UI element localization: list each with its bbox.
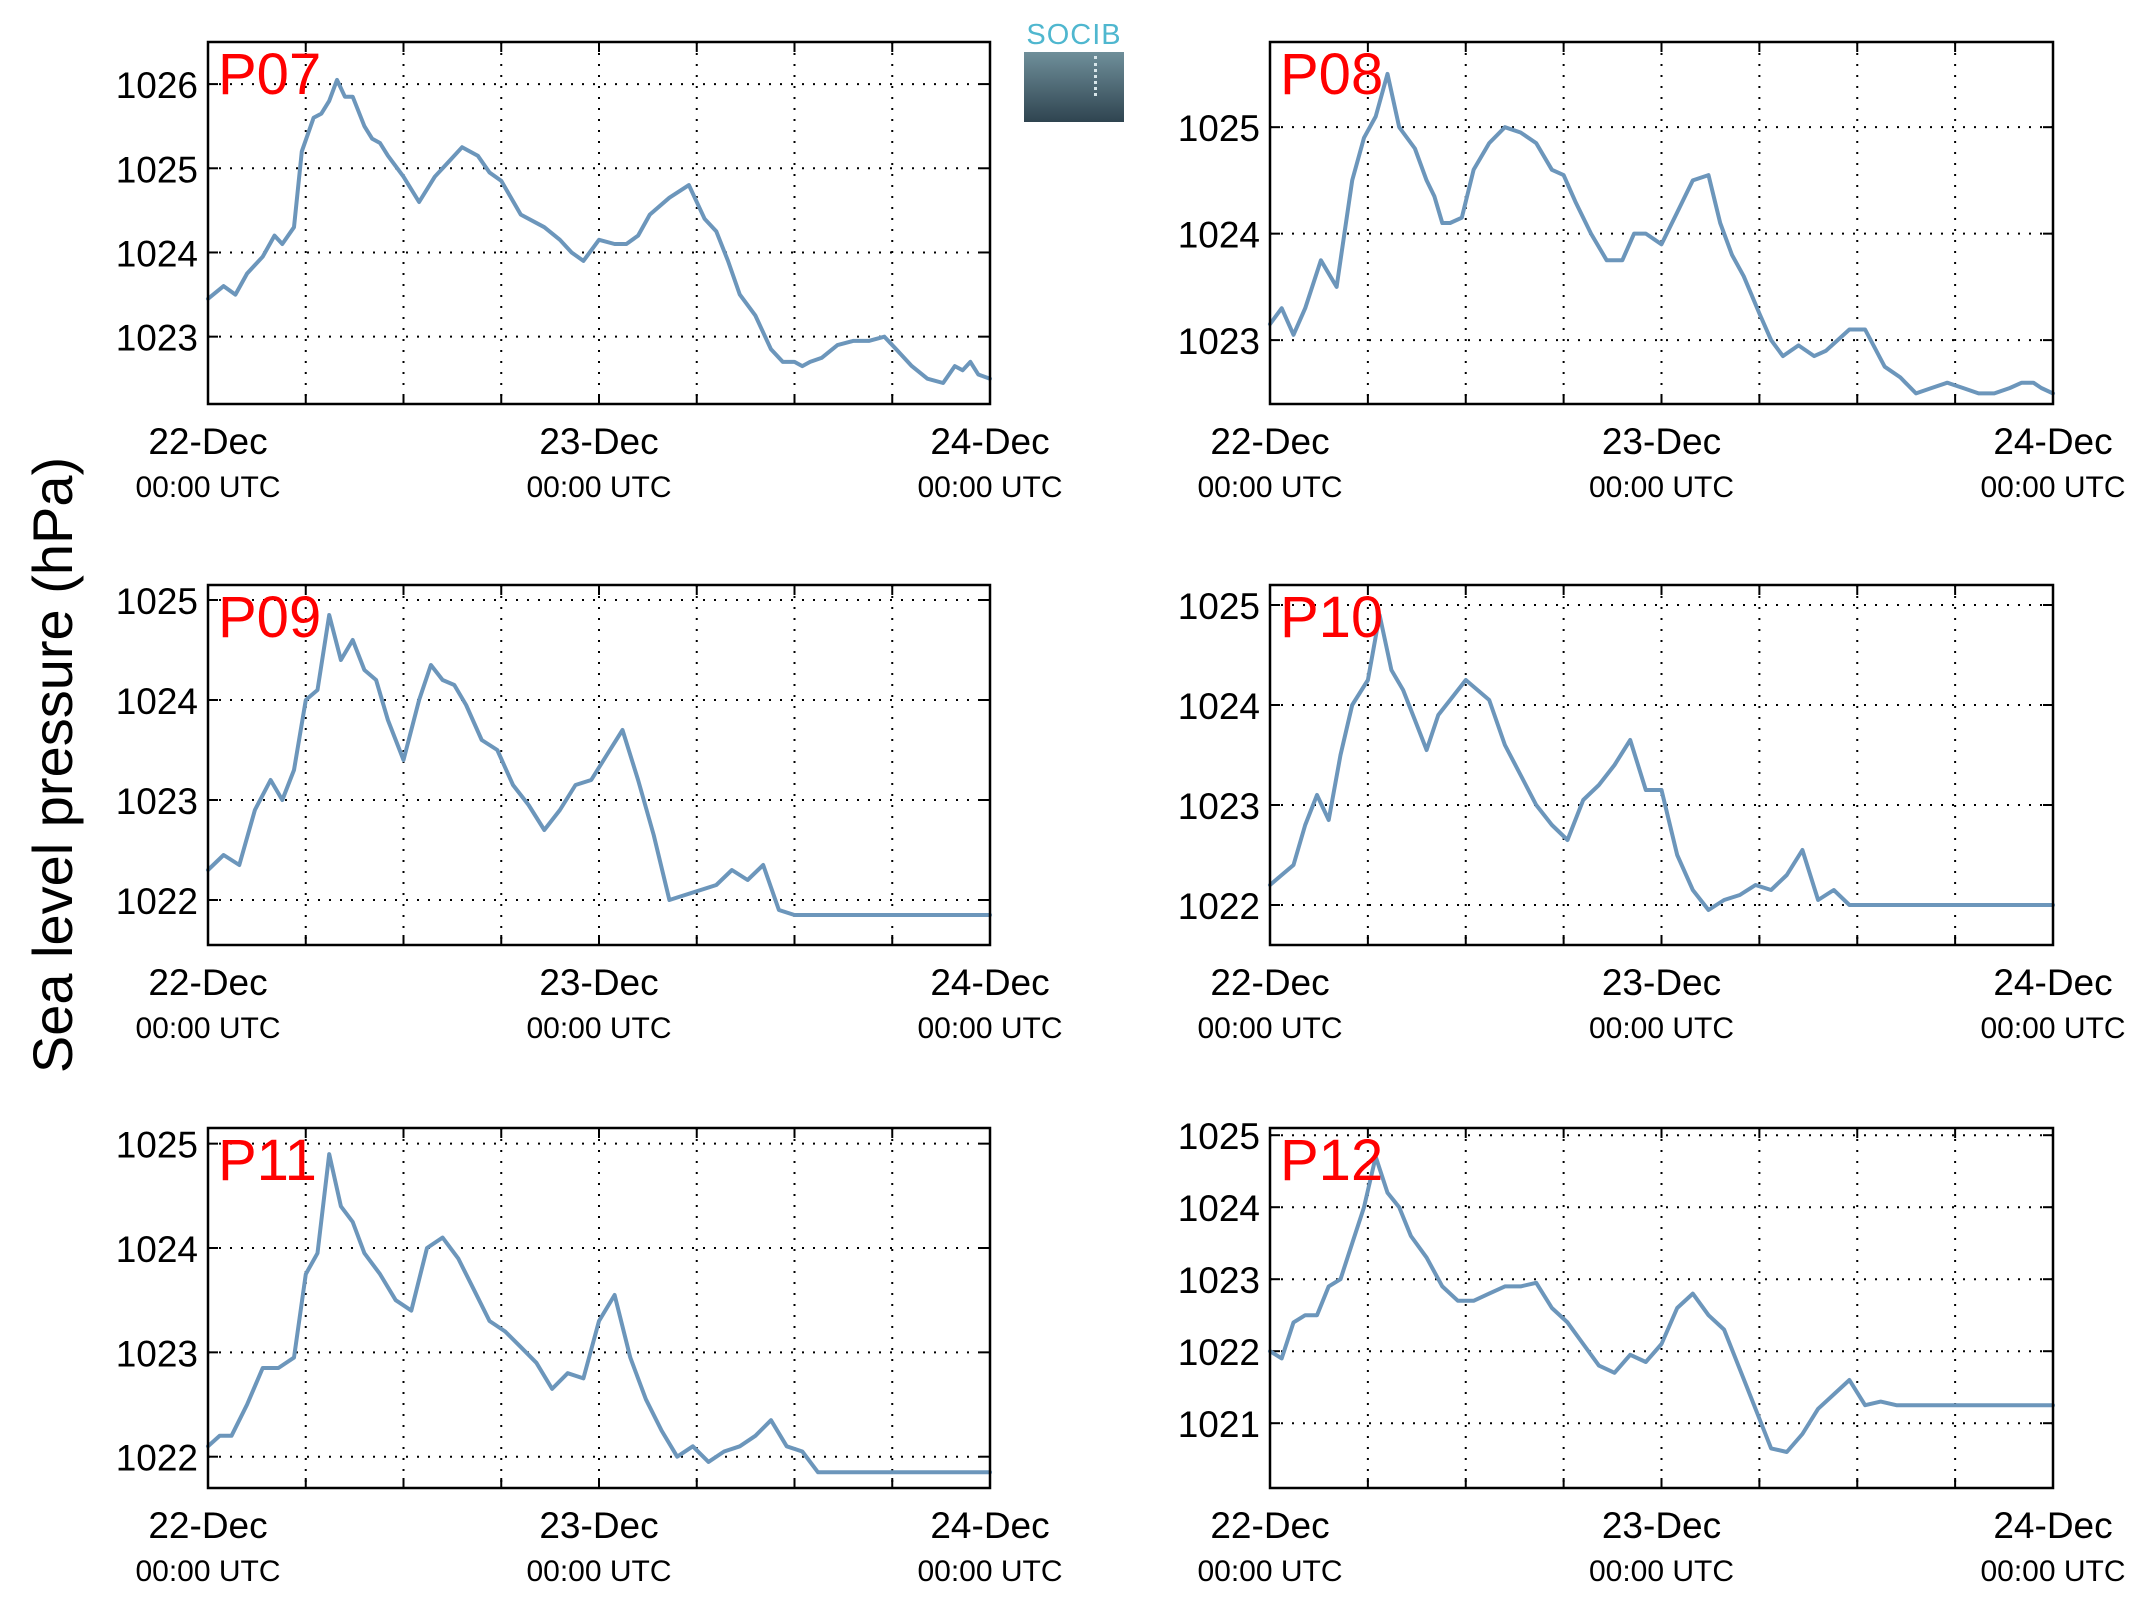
plot-frame <box>206 40 992 406</box>
chart-panel-p10: 1022 1023 1024 1025 22-Dec 00:00 UTC 23-Dec 00:… <box>1178 583 2126 1045</box>
y-tick-label: 1024 <box>1178 215 1260 256</box>
y-tick-label: 1024 <box>116 1229 198 1270</box>
x-tick-label-time: 00:00 UTC <box>1197 1012 1342 1045</box>
series-line-0 <box>1268 1154 2055 1454</box>
series-line-0 <box>206 77 992 385</box>
y-tick-label: 1023 <box>116 1333 198 1374</box>
x-tick-label-time: 00:00 UTC <box>526 1012 671 1045</box>
y-tick-label: 1022 <box>1178 886 1260 927</box>
x-tick-label-time: 00:00 UTC <box>135 471 280 504</box>
plot-frame <box>1268 583 2055 947</box>
y-tick-label: 1024 <box>116 233 198 274</box>
x-tick-label-date: 22-Dec <box>148 421 267 462</box>
y-tick-label: 1025 <box>1178 108 1260 149</box>
x-tick-label-date: 24-Dec <box>930 1505 1049 1546</box>
y-tick-label: 1024 <box>116 681 198 722</box>
series-line-0 <box>206 1152 992 1475</box>
x-tick-label-time: 00:00 UTC <box>1980 1555 2125 1588</box>
logo-graphic <box>1024 52 1124 122</box>
series-line-0 <box>1268 613 2055 912</box>
socib-logo: SOCIB <box>1024 20 1124 122</box>
x-tick-label-date: 22-Dec <box>148 962 267 1003</box>
y-tick-label: 1023 <box>1178 786 1260 827</box>
y-tick-label: 1025 <box>1178 586 1260 627</box>
y-tick-label: 1022 <box>116 881 198 922</box>
x-tick-label-date: 24-Dec <box>1993 421 2112 462</box>
series-line-0 <box>206 613 992 917</box>
station-label: P07 <box>218 42 321 107</box>
x-tick-label-date: 24-Dec <box>930 421 1049 462</box>
y-tick-label: 1023 <box>1178 1260 1260 1301</box>
x-tick-label-date: 23-Dec <box>539 421 658 462</box>
x-tick-label-time: 00:00 UTC <box>1197 471 1342 504</box>
x-tick-label-date: 22-Dec <box>148 1505 267 1546</box>
series-line-0 <box>1268 71 2055 396</box>
y-tick-label: 1025 <box>1178 1116 1260 1157</box>
x-tick-label-time: 00:00 UTC <box>526 471 671 504</box>
x-tick-label-date: 23-Dec <box>539 1505 658 1546</box>
x-tick-label-date: 24-Dec <box>930 962 1049 1003</box>
station-label: P09 <box>218 585 321 650</box>
chart-panel-p07: 1023 1024 1025 1026 22-Dec 00:00 UTC 23-Dec 00:… <box>116 40 1063 504</box>
y-tick-label: 1023 <box>116 781 198 822</box>
plot-frame <box>206 1126 992 1490</box>
x-tick-label-date: 22-Dec <box>1210 962 1329 1003</box>
x-tick-label-time: 00:00 UTC <box>917 471 1062 504</box>
x-tick-label-time: 00:00 UTC <box>1589 1555 1734 1588</box>
y-tick-label: 1025 <box>116 149 198 190</box>
y-tick-label: 1022 <box>116 1438 198 1479</box>
x-tick-label-date: 24-Dec <box>1993 962 2112 1003</box>
station-label: P12 <box>1280 1128 1383 1193</box>
y-tick-label: 1023 <box>116 318 198 359</box>
x-tick-label-time: 00:00 UTC <box>1197 1555 1342 1588</box>
chart-panel-p12: 1021 1022 1023 1024 1025 22-Dec 00:00 UTC 23-De… <box>1178 1116 2126 1588</box>
plot-frame <box>1268 40 2055 406</box>
chart-panel-p11: 1022 1023 1024 1025 22-Dec 00:00 UTC 23-Dec 00:… <box>116 1125 1063 1588</box>
y-tick-label: 1025 <box>116 1125 198 1166</box>
x-tick-label-time: 00:00 UTC <box>1980 1012 2125 1045</box>
logo-dashed-line <box>1094 56 1097 96</box>
x-tick-label-time: 00:00 UTC <box>917 1555 1062 1588</box>
x-tick-label-time: 00:00 UTC <box>917 1012 1062 1045</box>
x-tick-label-date: 23-Dec <box>1602 1505 1721 1546</box>
x-tick-label-time: 00:00 UTC <box>135 1555 280 1588</box>
x-tick-label-time: 00:00 UTC <box>1589 1012 1734 1045</box>
plot-frame <box>1268 1126 2055 1490</box>
x-tick-label-date: 22-Dec <box>1210 1505 1329 1546</box>
y-tick-label: 1022 <box>1178 1332 1260 1373</box>
logo-text: SOCIB <box>1026 19 1122 51</box>
y-tick-label: 1025 <box>116 581 198 622</box>
x-tick-label-date: 22-Dec <box>1210 421 1329 462</box>
chart-panel-p09: 1022 1023 1024 1025 22-Dec 00:00 UTC 23-Dec 00:… <box>116 581 1063 1045</box>
y-tick-label: 1026 <box>116 65 198 106</box>
x-tick-label-date: 24-Dec <box>1993 1505 2112 1546</box>
station-label: P11 <box>218 1128 317 1193</box>
x-tick-label-time: 00:00 UTC <box>1980 471 2125 504</box>
station-label: P10 <box>1280 585 1383 650</box>
x-tick-label-time: 00:00 UTC <box>135 1012 280 1045</box>
x-tick-label-time: 00:00 UTC <box>526 1555 671 1588</box>
station-label: P08 <box>1280 42 1383 107</box>
x-tick-label-date: 23-Dec <box>539 962 658 1003</box>
x-tick-label-time: 00:00 UTC <box>1589 471 1734 504</box>
chart-panel-p08: 1023 1024 1025 22-Dec 00:00 UTC 23-Dec 00:00 U… <box>1178 40 2126 504</box>
y-tick-label: 1023 <box>1178 321 1260 362</box>
y-tick-label: 1024 <box>1178 686 1260 727</box>
y-tick-label: 1021 <box>1178 1404 1260 1445</box>
y-tick-label: 1024 <box>1178 1188 1260 1229</box>
plot-frame <box>206 583 992 947</box>
x-tick-label-date: 23-Dec <box>1602 421 1721 462</box>
x-tick-label-date: 23-Dec <box>1602 962 1721 1003</box>
